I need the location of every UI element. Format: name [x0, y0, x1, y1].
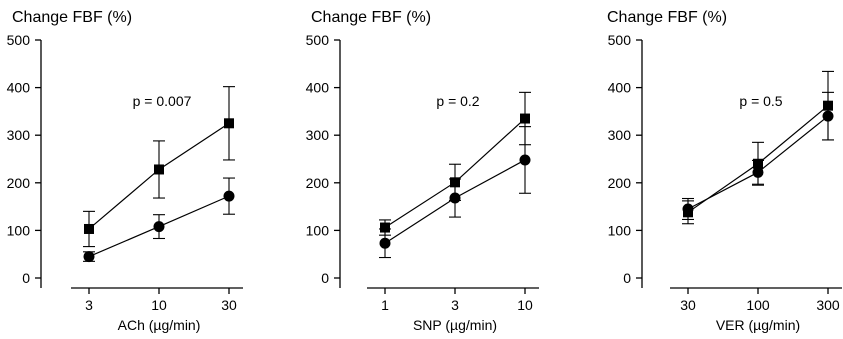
square-data-point [154, 164, 164, 175]
circle-data-point [682, 203, 694, 215]
y-tick-label: 0 [321, 270, 329, 286]
square-data-point [380, 222, 390, 233]
p-value-annotation: p = 0.2 [436, 93, 479, 109]
chart-panel-3: Change FBF (%) 0 100 200 300 400 500 30 100 300 VE… [607, 9, 842, 333]
x-tick-label: 100 [746, 297, 770, 313]
y-tick-label: 200 [7, 175, 31, 191]
x-axis-label: SNP (µg/min) [413, 317, 497, 333]
y-tick-label: 0 [623, 270, 631, 286]
x-tick-label: 300 [816, 297, 840, 313]
y-tick-label: 300 [7, 127, 31, 143]
chart-panel-1: Change FBF (%) 0 100 200 300 400 500 3 10 30 ACh (… [7, 9, 243, 333]
y-tick-label: 500 [7, 32, 31, 48]
p-value-annotation: p = 0.5 [739, 93, 782, 109]
circle-data-point [83, 251, 95, 263]
x-tick-label: 30 [221, 297, 237, 313]
chart-title: Change FBF (%) [607, 9, 727, 26]
square-data-point [224, 118, 234, 129]
circle-data-point [223, 190, 235, 202]
chart-panel-2: Change FBF (%) 0 100 200 300 400 500 1 3 10 SNP (µ… [306, 9, 539, 333]
y-tick-label: 400 [7, 80, 31, 96]
y-tick-label: 200 [608, 175, 632, 191]
y-tick-label: 100 [306, 222, 330, 238]
y-tick-label: 0 [22, 270, 30, 286]
circle-data-point [449, 192, 461, 204]
x-tick-label: 3 [85, 297, 93, 313]
y-tick-label: 100 [608, 222, 632, 238]
y-tick-label: 500 [306, 32, 330, 48]
y-tick-label: 400 [306, 80, 330, 96]
y-tick-label: 100 [7, 222, 31, 238]
chart-title: Change FBF (%) [12, 9, 132, 26]
y-tick-label: 200 [306, 175, 330, 191]
square-data-point [84, 223, 94, 234]
circle-data-point [519, 154, 531, 166]
y-tick-label: 400 [608, 80, 632, 96]
circle-data-point [153, 221, 165, 233]
x-tick-label: 3 [451, 297, 459, 313]
y-tick-label: 300 [306, 127, 330, 143]
x-tick-label: 1 [381, 297, 389, 313]
x-tick-label: 10 [517, 297, 533, 313]
y-tick-label: 300 [608, 127, 632, 143]
square-data-point [520, 113, 530, 124]
circle-data-point [752, 166, 764, 178]
chart-title: Change FBF (%) [311, 9, 431, 26]
p-value-annotation: p = 0.007 [133, 93, 192, 109]
x-axis-label: ACh (µg/min) [118, 317, 201, 333]
x-tick-label: 10 [151, 297, 167, 313]
x-tick-label: 30 [680, 297, 696, 313]
x-axis-label: VER (µg/min) [716, 317, 800, 333]
y-tick-label: 500 [608, 32, 632, 48]
circle-data-point [379, 237, 391, 249]
circle-data-point [822, 110, 834, 122]
